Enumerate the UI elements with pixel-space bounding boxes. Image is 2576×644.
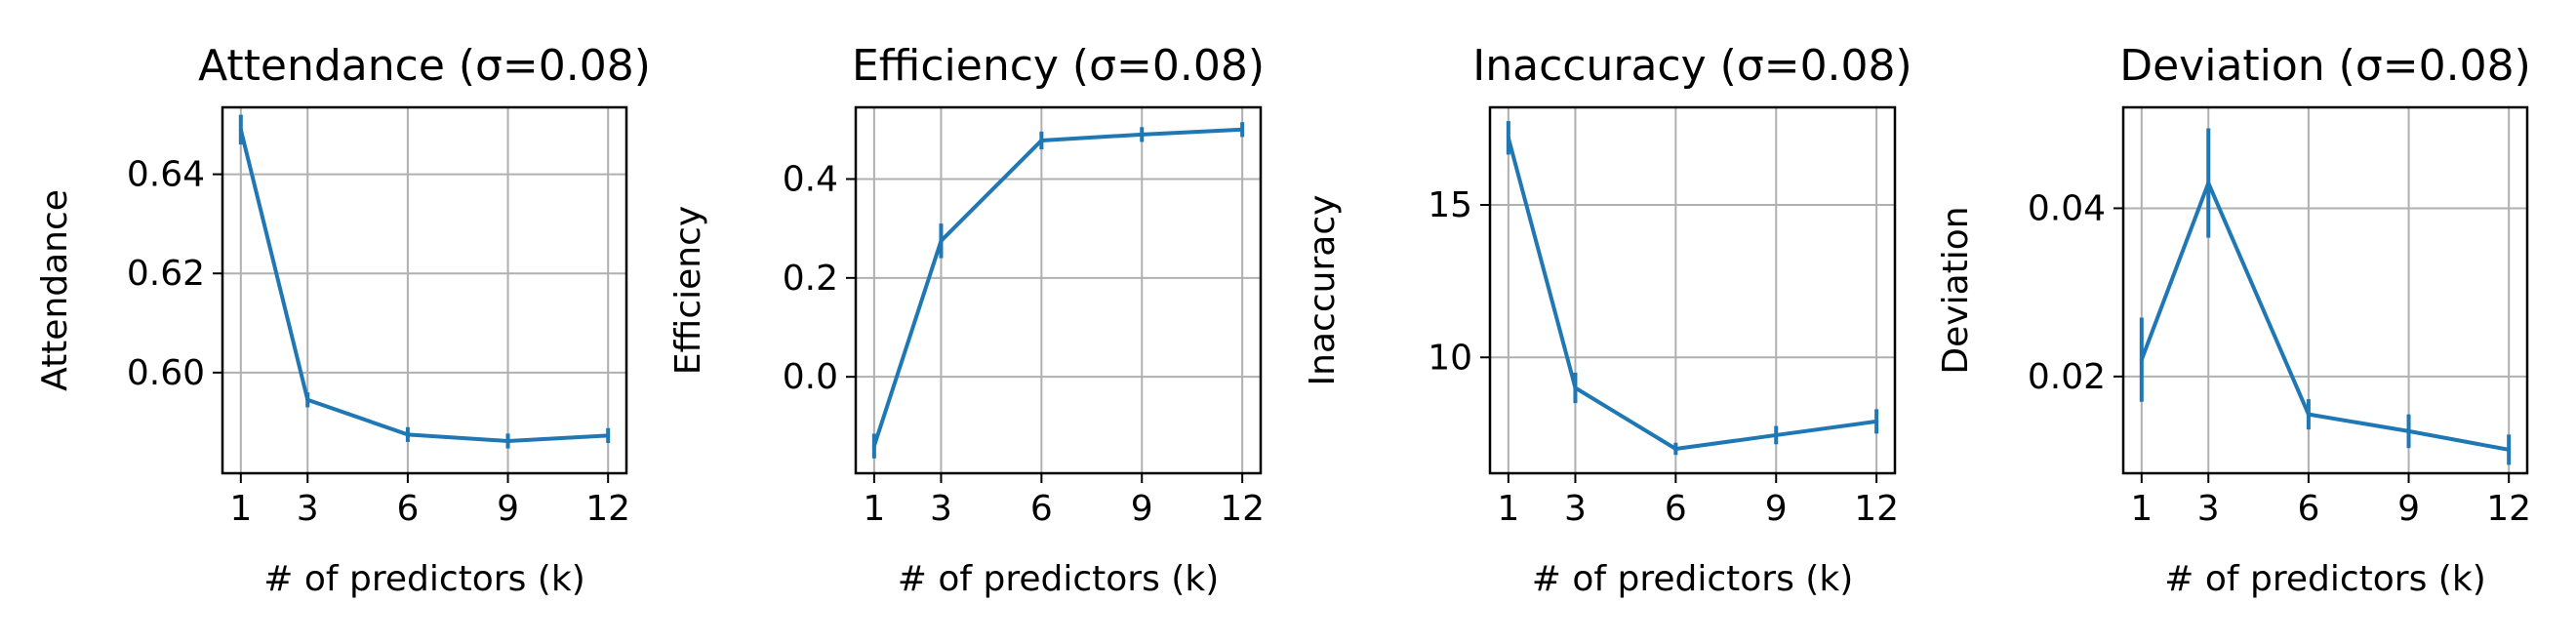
x-tick-label: 12 — [585, 489, 630, 529]
x-tick-label: 1 — [229, 489, 252, 529]
chart-panel-2: 1 3 6 9 12 0.0 0.2 0.4 Efficiency (σ=0.08) # of p… — [668, 41, 1265, 599]
axes-frame — [854, 105, 1263, 475]
y-axis-label: Efficiency — [668, 206, 708, 375]
x-tick-label: 1 — [2130, 489, 2153, 529]
x-axis-label: # of predictors (k) — [898, 559, 1219, 599]
data-point — [606, 433, 611, 438]
data-point — [1874, 419, 1879, 423]
data-point — [2406, 428, 2411, 433]
data-point — [1506, 136, 1510, 141]
chart-title: Efficiency (σ=0.08) — [852, 41, 1265, 91]
chart-title: Attendance (σ=0.08) — [198, 41, 651, 91]
x-tick-label: 3 — [930, 489, 952, 529]
x-tick-label: 6 — [2297, 489, 2319, 529]
data-point — [1240, 127, 1245, 132]
data-point — [2139, 357, 2144, 362]
y-axis-label: Attendance — [35, 189, 75, 391]
x-tick-label: 12 — [1220, 489, 1265, 529]
x-tick-label: 1 — [863, 489, 885, 529]
chart-panel-3: 1 3 6 9 12 10 15 Inaccuracy (σ=0.08) # of predic… — [1303, 41, 1912, 599]
y-axis-label: Inaccuracy — [1303, 195, 1343, 386]
x-tick-label: 12 — [2486, 489, 2531, 529]
x-tick-label: 6 — [1665, 489, 1687, 529]
data-point — [2507, 447, 2512, 452]
y-axis-label: Deviation — [1936, 206, 1976, 374]
axes-frame — [1488, 105, 1897, 475]
x-axis-label: # of predictors (k) — [263, 559, 584, 599]
y-tick-label: 10 — [1428, 338, 1472, 378]
data-point — [238, 127, 243, 132]
x-tick-label: 12 — [1854, 489, 1899, 529]
data-point — [871, 444, 876, 449]
x-tick-label: 6 — [1030, 489, 1053, 529]
data-point — [405, 432, 410, 437]
x-tick-label: 9 — [497, 489, 519, 529]
y-tick-label: 0.60 — [127, 353, 205, 393]
data-point — [2206, 181, 2211, 185]
x-tick-label: 3 — [297, 489, 319, 529]
data-point — [1573, 385, 1578, 390]
chart-panel-4: 1 3 6 9 12 0.02 0.04 Deviation (σ=0.08) # of pre… — [1936, 41, 2531, 599]
x-tick-label: 3 — [2197, 489, 2220, 529]
data-point — [305, 397, 310, 402]
x-tick-label: 1 — [1497, 489, 1519, 529]
y-tick-label: 15 — [1428, 185, 1472, 225]
y-tick-label: 0.0 — [783, 357, 838, 397]
y-tick-label: 0.62 — [127, 254, 205, 294]
data-point — [2306, 412, 2311, 417]
axes-frame — [221, 105, 628, 475]
y-tick-label: 0.2 — [783, 259, 838, 299]
x-tick-label: 9 — [2397, 489, 2420, 529]
y-tick-label: 0.4 — [783, 159, 838, 199]
data-point — [1140, 132, 1145, 137]
x-tick-label: 9 — [1765, 489, 1788, 529]
data-point — [1673, 447, 1678, 451]
x-tick-label: 3 — [1564, 489, 1587, 529]
x-axis-label: # of predictors (k) — [2164, 559, 2485, 599]
axes-frame — [2121, 105, 2529, 475]
data-point — [1774, 432, 1779, 437]
y-tick-label: 0.64 — [127, 155, 205, 195]
y-tick-label: 0.02 — [2028, 357, 2106, 397]
x-tick-label: 6 — [396, 489, 419, 529]
chart-panel-1: 1 3 6 9 12 0.60 0.62 0.64 Attendance (σ=0.08) # o… — [35, 41, 651, 599]
chart-title: Deviation (σ=0.08) — [2119, 41, 2531, 91]
data-point — [505, 438, 510, 443]
y-tick-label: 0.04 — [2028, 188, 2106, 228]
x-tick-label: 9 — [1131, 489, 1153, 529]
data-point — [1039, 138, 1044, 142]
x-axis-label: # of predictors (k) — [1532, 559, 1853, 599]
data-point — [939, 238, 944, 243]
chart-title: Inaccuracy (σ=0.08) — [1472, 41, 1912, 91]
